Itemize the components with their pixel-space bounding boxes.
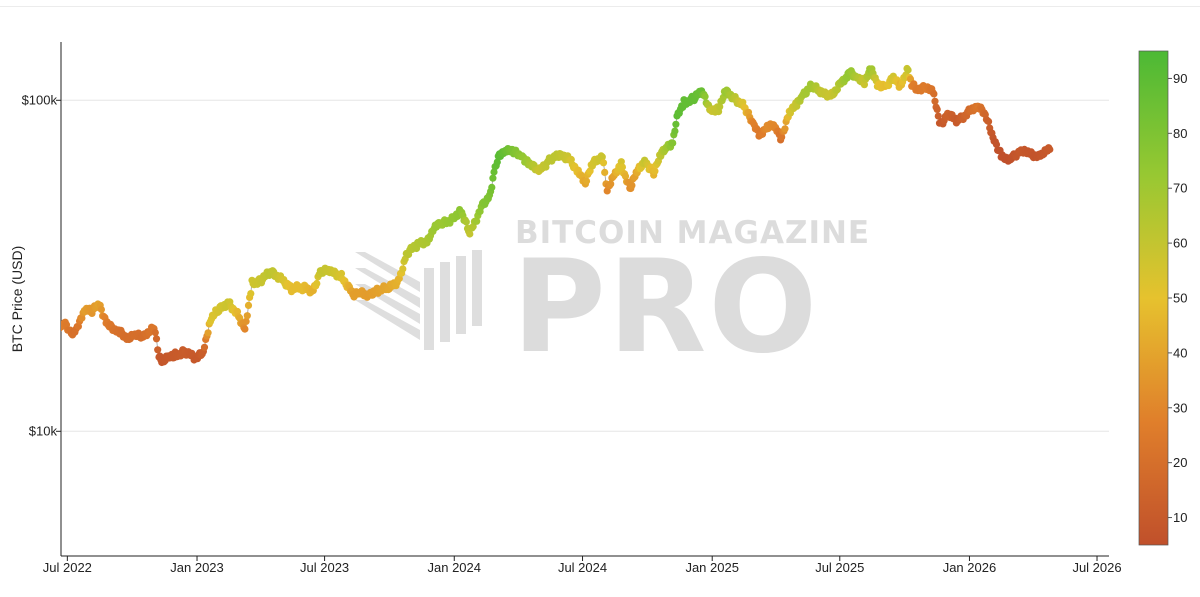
- price-point: [200, 343, 209, 351]
- top-divider: [0, 6, 1200, 7]
- watermark-line1: BITCOIN MAGAZINE: [515, 215, 870, 251]
- price-point: [244, 301, 253, 309]
- price-point: [152, 335, 161, 343]
- watermark-line2: PRO: [512, 233, 819, 382]
- price-point: [833, 85, 842, 94]
- price-point: [930, 90, 938, 98]
- x-tick-label: Jul 2023: [300, 560, 349, 575]
- price-point: [473, 217, 481, 225]
- colorbar-tick-label: 60: [1173, 236, 1187, 251]
- price-point: [488, 183, 496, 191]
- price-point: [931, 97, 939, 105]
- price-point: [204, 329, 212, 337]
- x-tick-label: Jan 2023: [170, 560, 224, 575]
- x-tick-label: Jul 2024: [558, 560, 607, 575]
- price-point: [243, 312, 251, 320]
- price-point: [399, 265, 407, 273]
- colorbar-tick-label: 30: [1173, 400, 1187, 415]
- price-point: [62, 321, 71, 329]
- price-point: [628, 181, 636, 189]
- colorbar-tick-label: 40: [1173, 345, 1187, 360]
- price-point: [241, 325, 249, 333]
- price-point: [933, 105, 941, 113]
- price-point: [97, 305, 105, 314]
- colorbar-ticks: 10 20 30 40 50 60 70 80 90: [1168, 71, 1187, 525]
- price-point: [242, 317, 250, 325]
- watermark: BITCOIN MAGAZINE PRO: [355, 215, 870, 382]
- price-point: [462, 218, 470, 226]
- price-point: [672, 120, 680, 128]
- price-point: [934, 112, 942, 120]
- price-point: [493, 158, 501, 166]
- axes: [60, 42, 1109, 557]
- price-point: [247, 290, 255, 298]
- colorbar-tick-label: 70: [1173, 181, 1187, 196]
- price-point: [904, 66, 912, 74]
- price-points: [61, 64, 1054, 367]
- watermark-logo-icon: [355, 250, 482, 350]
- price-point: [621, 172, 630, 180]
- price-point: [617, 158, 625, 166]
- x-tick-label: Jan 2025: [685, 560, 739, 575]
- price-point: [651, 167, 659, 175]
- price-point: [599, 159, 608, 167]
- price-point: [985, 117, 993, 126]
- colorbar-gradient: [1138, 50, 1169, 546]
- price-point: [1046, 145, 1054, 154]
- y-axis-ticks: $10k $100k: [22, 92, 61, 438]
- price-point: [669, 139, 677, 147]
- colorbar-tick-label: 20: [1173, 455, 1187, 470]
- x-tick-label: Jan 2026: [943, 560, 997, 575]
- price-point: [781, 125, 789, 133]
- x-tick-label: Jul 2026: [1072, 560, 1121, 575]
- price-point: [992, 140, 1001, 149]
- x-tick-label: Jul 2025: [815, 560, 864, 575]
- price-point: [598, 153, 606, 161]
- x-tick-label: Jul 2022: [43, 560, 92, 575]
- price-point: [154, 346, 162, 354]
- price-point: [716, 103, 724, 111]
- colorbar-tick-label: 90: [1173, 71, 1187, 86]
- price-point: [466, 230, 474, 238]
- y-tick-label: $100k: [22, 92, 58, 107]
- price-point: [151, 329, 159, 337]
- price-point: [313, 279, 321, 288]
- price-point: [582, 177, 591, 185]
- y-tick-label: $10k: [29, 423, 58, 438]
- x-tick-label: Jan 2024: [428, 560, 482, 575]
- colorbar-tick-label: 50: [1173, 291, 1187, 306]
- price-point: [701, 92, 709, 101]
- price-point: [337, 269, 346, 278]
- price-point: [489, 174, 497, 182]
- price-point: [618, 163, 627, 171]
- price-point: [671, 127, 679, 135]
- colorbar: 10 20 30 40 50 60 70 80 90: [1138, 50, 1187, 546]
- colorbar-tick-label: 80: [1173, 126, 1187, 141]
- x-axis-ticks: Jul 2022 Jan 2023 Jul 2023 Jan 2024 Jul 2024…: [43, 556, 1122, 575]
- y-axis-label: BTC Price (USD): [9, 246, 25, 353]
- price-point: [607, 180, 615, 188]
- price-point: [601, 168, 609, 176]
- colorbar-tick-label: 10: [1173, 510, 1187, 525]
